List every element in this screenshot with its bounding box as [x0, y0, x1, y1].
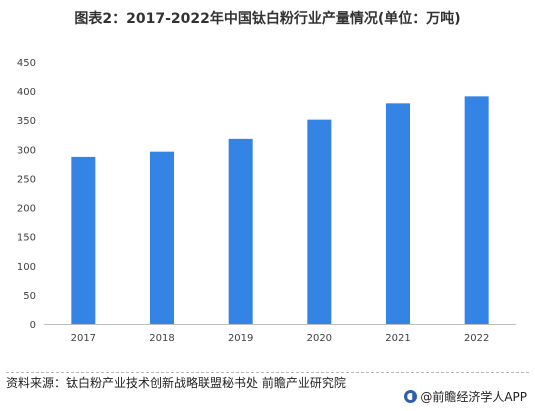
brand-credit: @前瞻经济学人APP [404, 388, 527, 405]
x-tick-label: 2018 [149, 333, 174, 344]
x-axis: 2017 2018 2019 2020 2021 2022 [71, 333, 490, 344]
bars [71, 96, 489, 325]
x-tick-label: 2022 [464, 333, 489, 344]
y-tick-label: 400 [17, 87, 36, 98]
y-tick-label: 50 [23, 291, 36, 302]
footer-divider [6, 372, 529, 373]
y-tick-label: 300 [17, 145, 36, 156]
bar-2021 [386, 103, 410, 325]
y-tick-label: 200 [17, 204, 36, 215]
y-tick-label: 450 [17, 58, 36, 69]
y-tick-label: 0 [30, 320, 36, 331]
x-tick-label: 2020 [307, 333, 332, 344]
y-tick-label: 150 [17, 233, 36, 244]
footer: 资料来源：钛白粉产业技术创新战略联盟秘书处 前瞻产业研究院 @前瞻经济学人APP [6, 372, 529, 408]
bar-2022 [464, 96, 489, 325]
y-axis: 0 50 100 150 200 250 300 350 400 450 [17, 58, 36, 331]
chart-title: 图表2：2017-2022年中国钛白粉行业产量情况(单位：万吨) [74, 11, 461, 27]
brand-name: @前瞻经济学人APP [420, 390, 527, 404]
y-tick-label: 350 [17, 116, 36, 127]
x-tick-label: 2017 [71, 333, 96, 344]
x-tick-label: 2019 [228, 333, 253, 344]
y-tick-label: 100 [17, 262, 36, 273]
bar-2019 [228, 138, 253, 324]
y-tick-label: 250 [17, 174, 36, 185]
bar-2020 [307, 119, 332, 324]
brand-logo-icon [404, 390, 418, 403]
bar-chart: 0 50 100 150 200 250 300 350 400 450 2017 2018 2019… [17, 58, 516, 344]
bar-2018 [150, 151, 174, 324]
x-tick-label: 2021 [385, 333, 410, 344]
source-note: 资料来源：钛白粉产业技术创新战略联盟秘书处 前瞻产业研究院 [6, 376, 346, 390]
bar-2017 [71, 156, 96, 324]
